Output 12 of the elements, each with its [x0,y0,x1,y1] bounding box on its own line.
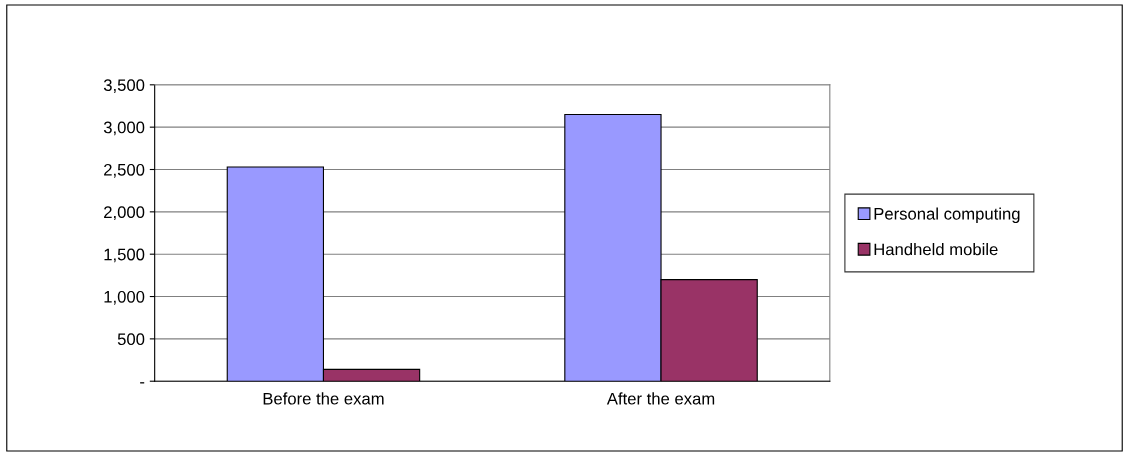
y-tick-label: 1,000 [104,290,145,305]
x-tick-label: Before the exam [263,392,384,405]
y-tick-label: 2,500 [104,163,145,178]
y-tick-label: 1,500 [104,248,145,263]
y-tick-label: 500 [117,333,145,346]
legend-label: Personal computing [874,207,1020,224]
legend-label: Handheld mobile [874,243,998,256]
x-tick-label: After the exam [606,392,715,405]
y-tick-label: - [140,382,145,384]
y-tick-label: 3,500 [103,79,145,93]
y-tick-label: 2,000 [104,206,145,221]
y-tick-label: 3,000 [103,121,145,136]
